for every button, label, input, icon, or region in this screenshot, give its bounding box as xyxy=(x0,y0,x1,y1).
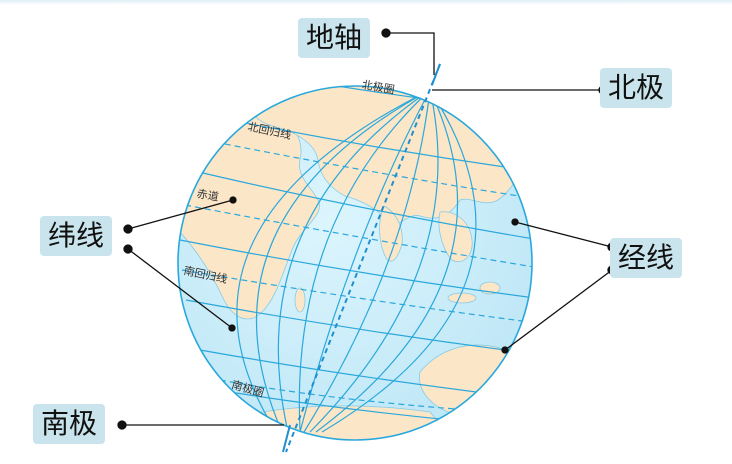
meridian xyxy=(298,89,431,431)
earth-axis-bottom xyxy=(282,424,291,453)
leader-lon-1 xyxy=(514,221,613,248)
leader-lon-end-1 xyxy=(511,218,519,226)
north-pole-label: 北极 xyxy=(600,68,673,108)
equator-line xyxy=(184,204,532,269)
longitude-lines-label: 经线 xyxy=(610,238,683,278)
earth-axis-label: 地轴 xyxy=(298,18,371,58)
leader-lat-dot-2 xyxy=(123,244,133,254)
meridian xyxy=(315,89,459,433)
leader-sp-dot xyxy=(117,420,127,430)
land-island-2 xyxy=(447,292,477,304)
land-madagascar xyxy=(294,287,306,313)
south-pole-label: 南极 xyxy=(33,404,106,444)
meridian xyxy=(299,89,431,433)
earth-axis-line xyxy=(285,63,441,453)
land-antarctica xyxy=(209,405,471,440)
leader-axis-dot xyxy=(381,28,391,38)
leader-lat-dot-1 xyxy=(123,224,133,234)
meridian xyxy=(255,89,431,433)
latitude-lines-label: 纬线 xyxy=(40,216,113,256)
leader-lat-end-1 xyxy=(229,196,237,204)
parallel xyxy=(219,117,532,173)
top-banner-strip xyxy=(0,0,732,5)
parallel xyxy=(189,169,532,241)
meridian xyxy=(309,89,439,433)
leader-lat-1 xyxy=(127,199,234,230)
globe-outline xyxy=(177,85,533,441)
parallel xyxy=(229,391,451,421)
leader-axis xyxy=(386,32,435,75)
meridian xyxy=(303,89,431,433)
meridian xyxy=(277,89,431,433)
land-india xyxy=(379,205,403,262)
leader-lon-end-2 xyxy=(501,346,509,354)
meridian xyxy=(236,89,431,433)
tropic-of-cancer-line xyxy=(204,139,532,201)
earth-axis-top xyxy=(431,63,441,86)
parallel xyxy=(185,299,521,353)
leader-lat-end-2 xyxy=(228,324,236,332)
leader-lon-2 xyxy=(504,269,613,351)
parallel xyxy=(179,239,532,299)
parallel xyxy=(199,349,501,396)
meridian xyxy=(321,89,477,433)
leader-lat-2 xyxy=(127,248,233,329)
globe-grid xyxy=(179,86,532,433)
